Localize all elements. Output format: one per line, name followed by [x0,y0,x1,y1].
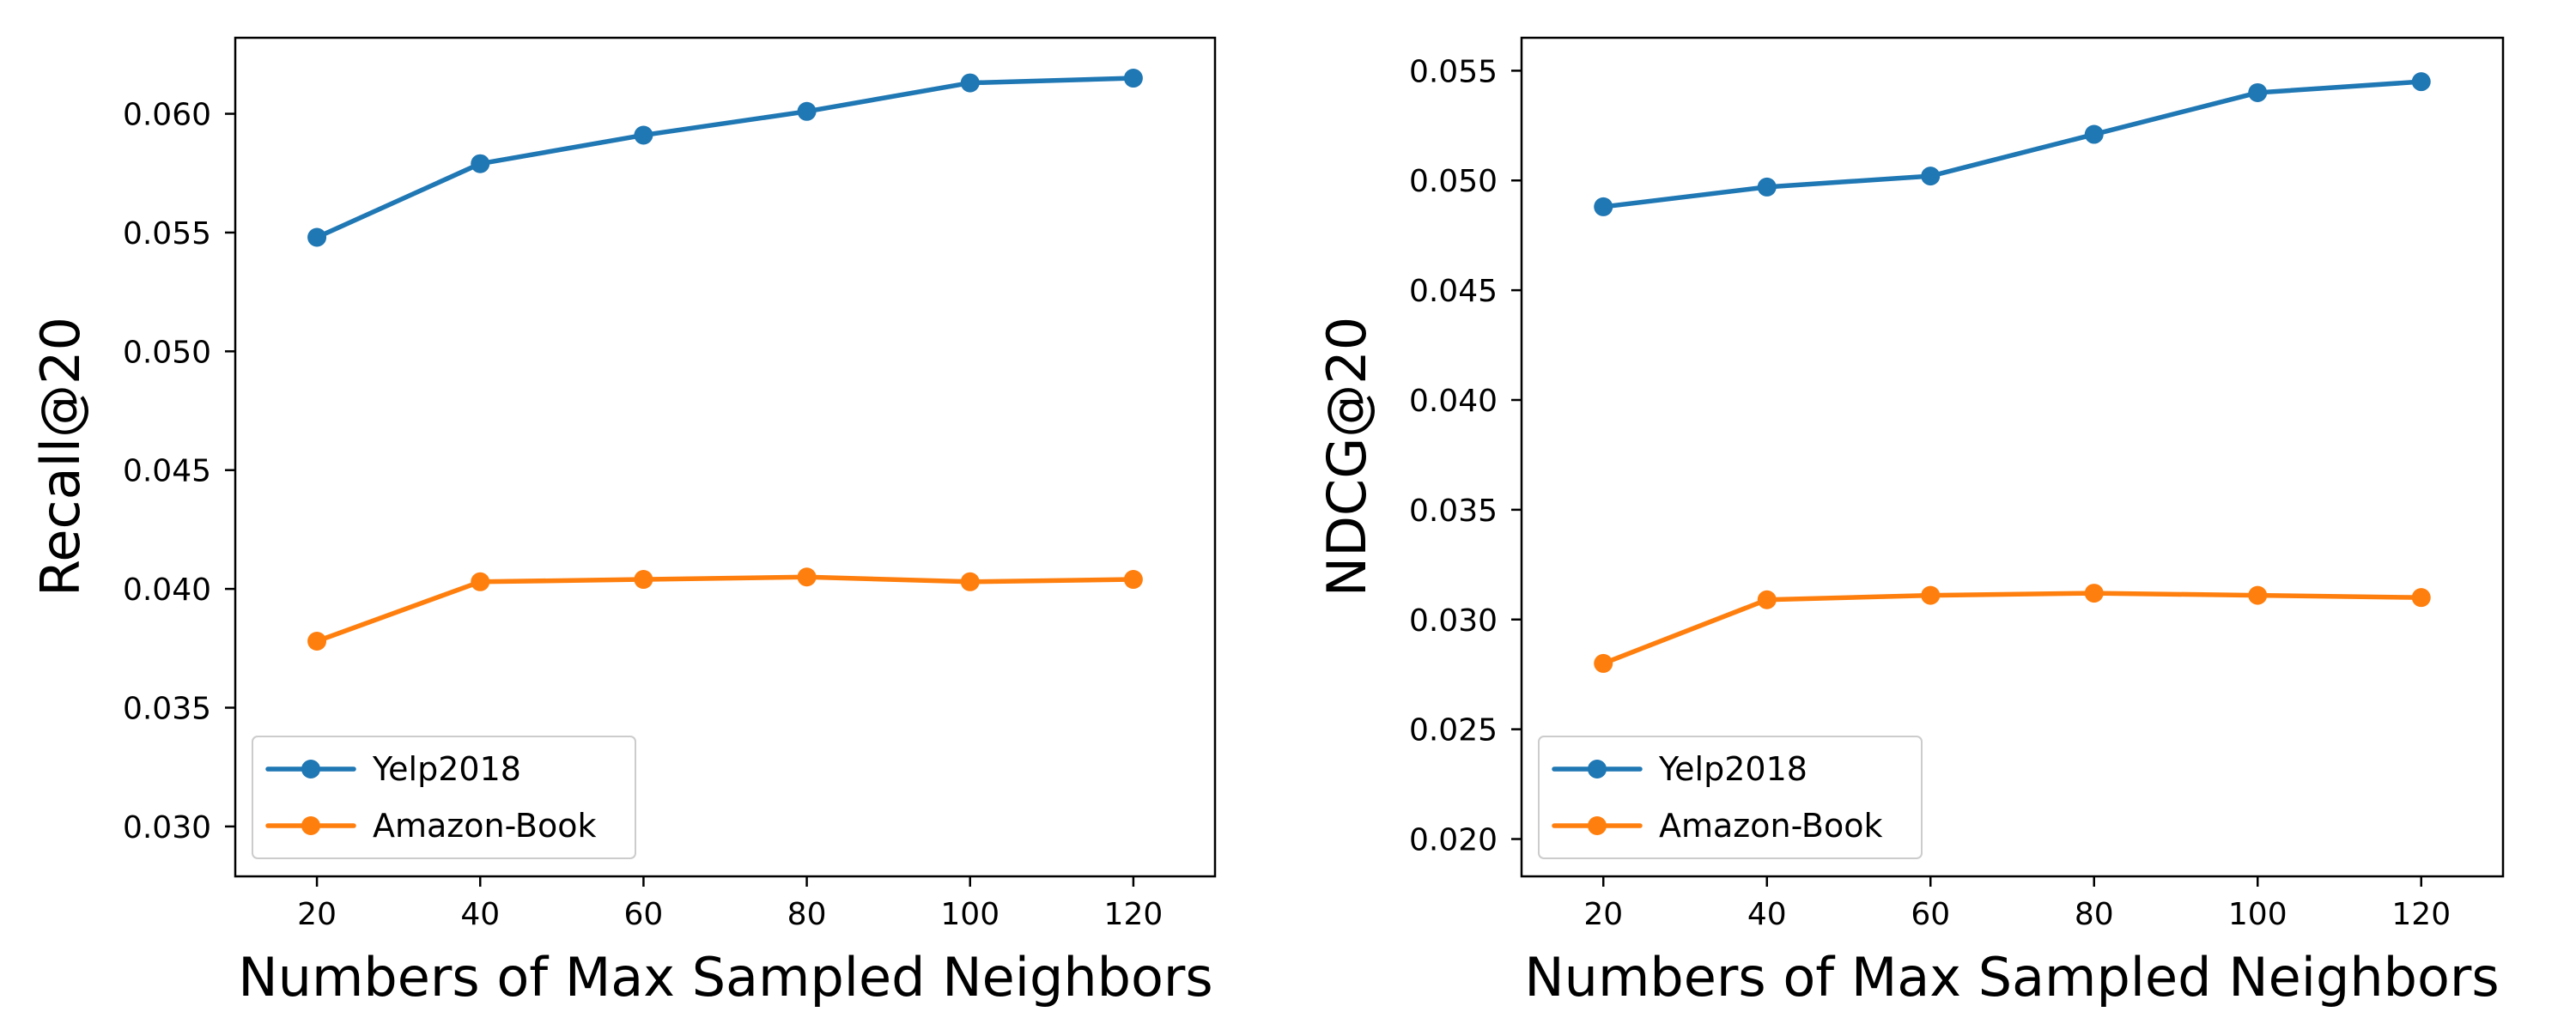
x-tick-label: 60 [1911,897,1950,932]
plot-frame [1520,36,2505,878]
data-point [1921,167,1941,186]
x-axis-title: Numbers of Max Sampled Neighbors [238,946,1212,1009]
data-point [471,572,490,591]
x-axis-title: Numbers of Max Sampled Neighbors [1524,946,2499,1009]
data-point [2411,588,2431,608]
y-tick-label: 0.050 [123,335,211,370]
legend-label: Amazon-Book [373,807,597,845]
data-point [1757,177,1777,197]
chart-panels: 20 40 60 80 100 120 0.030 0.035 0.040 0.045 0.050 0… [29,36,2505,1009]
x-tick-label: 20 [1583,897,1623,932]
x-tick-label: 80 [787,897,827,932]
data-point [1757,590,1777,609]
y-tick-label: 0.060 [123,98,211,133]
x-tick-label: 100 [2228,897,2287,932]
x-tick-label: 40 [1747,897,1787,932]
y-axis-title: Recall@20 [29,317,92,597]
series-line [1601,79,2424,209]
data-point [960,73,980,93]
series-yelp2018 [1594,72,2431,216]
y-tick-label: 0.045 [1409,274,1498,309]
y-tick-label: 0.045 [123,454,211,489]
y-axis-title: NDCG@20 [1315,317,1378,597]
x-tick-label: 120 [1104,897,1163,932]
data-point [307,227,327,247]
plot-frame [234,36,1217,878]
y-tick-label: 0.040 [1409,384,1498,419]
data-point [2084,584,2104,603]
y-tick-label: 0.055 [123,216,211,251]
data-point [797,101,817,121]
legend: Yelp2018 Amazon-Book [252,736,636,859]
data-point [1123,570,1143,590]
data-point [1594,653,1613,673]
y-tick-label: 0.050 [1409,164,1498,199]
chart-2: 20 40 60 80 100 120 0.020 0.025 0.030 0.035 0.040 0… [1315,36,2505,1009]
data-point [960,572,980,591]
legend-marker [1588,760,1607,779]
y-tick-label: 0.030 [1409,603,1498,639]
y-tick-label: 0.025 [1409,713,1498,748]
series-amazon-book [307,567,1143,651]
legend-marker [1588,816,1607,835]
x-tick-label: 100 [940,897,999,932]
y-tick-label: 0.030 [123,810,211,845]
data-point [634,125,653,145]
data-point [634,570,653,590]
legend-label: Amazon-Book [1659,807,1883,845]
chart-1: 20 40 60 80 100 120 0.030 0.035 0.040 0.045 0.050 0… [29,36,1217,1009]
x-tick-label: 20 [297,897,337,932]
data-point [307,631,327,651]
data-point [2248,585,2268,605]
series-yelp2018 [307,69,1143,247]
y-tick-label: 0.055 [1409,54,1498,89]
legend-label: Yelp2018 [372,750,521,788]
legend-marker [301,816,320,835]
data-point [2084,124,2104,144]
legend-marker [301,760,320,779]
series-amazon-book [1594,584,2431,673]
y-tick-label: 0.035 [123,691,211,726]
y-tick-label: 0.035 [1409,494,1498,529]
data-point [1123,69,1143,88]
data-point [2248,82,2268,102]
legend: Yelp2018 Amazon-Book [1538,736,1923,859]
x-tick-label: 80 [2075,897,2114,932]
data-point [471,154,490,173]
y-tick-label: 0.040 [123,573,211,608]
series-line [1601,591,2424,666]
x-tick-label: 60 [624,897,664,932]
data-point [1594,197,1613,216]
series-line [314,574,1136,644]
y-tick-label: 0.020 [1409,823,1498,858]
x-tick-label: 120 [2391,897,2451,932]
x-tick-label: 40 [460,897,500,932]
series-line [314,76,1136,240]
data-point [1921,585,1941,605]
legend-label: Yelp2018 [1658,750,1807,788]
data-point [797,567,817,587]
data-point [2411,72,2431,92]
